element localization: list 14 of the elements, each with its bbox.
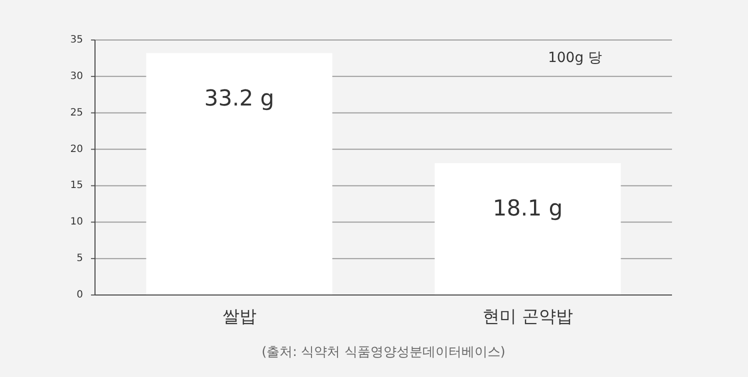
y-tick-label: 10 <box>70 216 83 228</box>
y-tick-label: 15 <box>70 180 83 192</box>
data-label: 33.2 g <box>204 86 274 112</box>
y-tick-label: 0 <box>76 290 83 300</box>
y-tick-label: 20 <box>70 144 83 155</box>
x-tick-label: 현미 곤약밥 <box>482 307 573 327</box>
x-tick-label: 쌀밥 <box>222 307 256 327</box>
y-tick-label: 25 <box>70 107 83 118</box>
text: (출처: 식약처 식품영양성분데이터베이스) <box>262 345 506 360</box>
y-tick-label: 35 <box>70 34 83 46</box>
annotation: 100g 당 <box>548 50 602 66</box>
data-label: 18.1 g <box>492 196 563 222</box>
y-tick-label: 30 <box>70 70 83 82</box>
y-tick-label: 5 <box>76 253 83 264</box>
